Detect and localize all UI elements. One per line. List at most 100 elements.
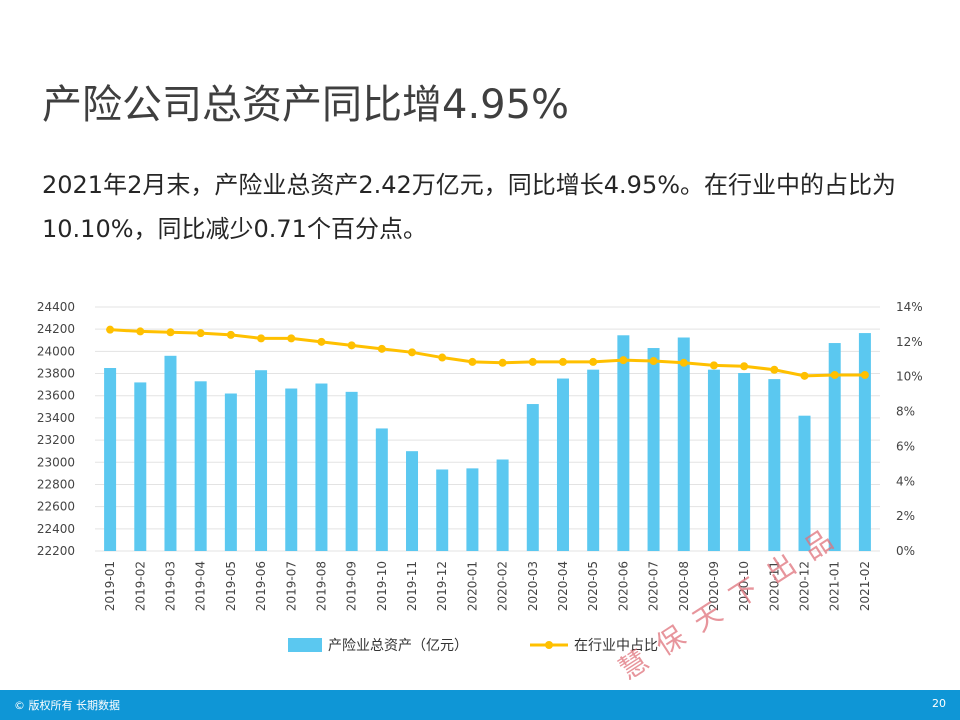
share-point — [106, 325, 115, 334]
right-axis-ticks: 0% 2% 4% 6% 8% 10% 12% 14% — [896, 300, 923, 558]
bar-series — [104, 333, 871, 551]
bar — [828, 343, 841, 551]
legend-bar-swatch — [288, 638, 322, 652]
x-tick-label: 2019-06 — [254, 561, 268, 611]
bar — [164, 355, 177, 551]
bar — [375, 428, 388, 551]
bar — [406, 451, 419, 551]
share-point — [589, 357, 598, 366]
page-number: 20 — [932, 697, 946, 710]
x-tick-label: 2021-01 — [828, 561, 842, 611]
x-tick-label: 2020-09 — [707, 561, 721, 611]
share-point — [619, 356, 628, 365]
left-tick-label: 22200 — [37, 544, 75, 558]
bar — [436, 469, 449, 551]
share-point — [709, 361, 718, 370]
left-tick-label: 22400 — [37, 522, 75, 536]
bar — [768, 379, 781, 551]
legend-line-label: 在行业中占比 — [574, 638, 658, 654]
bar — [677, 337, 690, 551]
bar — [526, 404, 539, 551]
x-tick-label: 2020-06 — [616, 561, 630, 611]
right-tick-label: 8% — [896, 405, 915, 419]
right-tick-label: 14% — [896, 300, 923, 314]
share-point — [408, 348, 417, 357]
bar — [858, 333, 871, 551]
share-point — [317, 337, 326, 346]
share-point — [226, 330, 235, 339]
share-point — [830, 370, 839, 379]
x-tick-label: 2019-05 — [224, 561, 238, 611]
share-point — [377, 344, 386, 353]
left-tick-label: 23400 — [37, 411, 75, 425]
right-tick-label: 12% — [896, 335, 923, 349]
x-tick-label: 2020-02 — [496, 561, 510, 611]
right-tick-label: 4% — [896, 474, 915, 488]
share-point — [196, 329, 205, 338]
right-tick-label: 2% — [896, 509, 915, 523]
x-tick-label: 2021-02 — [858, 561, 872, 611]
x-axis-ticks: 2019-01 2019-02 2019-03 2019-04 2019-05 2019-… — [103, 561, 872, 611]
right-tick-label: 6% — [896, 439, 915, 453]
left-tick-label: 24400 — [37, 300, 75, 314]
share-point — [740, 362, 749, 371]
bar — [104, 368, 117, 551]
x-tick-label: 2019-02 — [133, 561, 147, 611]
share-point — [800, 371, 809, 380]
share-point — [438, 353, 447, 362]
bar — [617, 335, 630, 551]
x-tick-label: 2019-08 — [314, 561, 328, 611]
share-line — [110, 328, 865, 378]
bar — [345, 391, 358, 551]
x-tick-label: 2019-04 — [194, 561, 208, 611]
bar — [285, 388, 298, 551]
x-tick-label: 2019-07 — [284, 561, 298, 611]
left-tick-label: 22600 — [37, 500, 75, 514]
left-tick-label: 23200 — [37, 433, 75, 447]
bar — [556, 378, 569, 551]
summary-paragraph: 2021年2月末，产险业总资产2.42万亿元，同比增长4.95%。在行业中的占比… — [42, 171, 897, 243]
share-point — [770, 365, 779, 374]
x-tick-label: 2020-12 — [798, 561, 812, 611]
left-tick-label: 23800 — [37, 367, 75, 381]
footer-bar: © 版权所有 长期数据 20 — [0, 690, 960, 720]
grid-lines — [95, 306, 880, 552]
page-title: 产险公司总资产同比增4.95% — [42, 82, 570, 128]
left-tick-label: 22800 — [37, 477, 75, 491]
bar — [798, 415, 811, 551]
x-tick-label: 2020-08 — [677, 561, 691, 611]
share-point — [528, 357, 537, 366]
x-tick-label: 2020-01 — [465, 561, 479, 611]
x-tick-label: 2019-11 — [405, 561, 419, 611]
bar — [496, 459, 509, 551]
share-point — [136, 327, 145, 336]
x-tick-label: 2019-01 — [103, 561, 117, 611]
left-tick-label: 23600 — [37, 389, 75, 403]
line-series — [106, 325, 869, 380]
share-point — [558, 357, 567, 366]
x-tick-label: 2019-03 — [163, 561, 177, 611]
x-tick-label: 2020-03 — [526, 561, 540, 611]
share-point — [257, 334, 266, 343]
x-tick-label: 2019-09 — [345, 561, 359, 611]
share-point — [649, 357, 658, 366]
bar — [255, 370, 268, 551]
legend: 产险业总资产（亿元） 在行业中占比 — [288, 638, 658, 654]
left-tick-label: 24200 — [37, 322, 75, 336]
copyright-text: © 版权所有 长期数据 — [14, 699, 120, 712]
x-tick-label: 2020-05 — [586, 561, 600, 611]
right-tick-label: 10% — [896, 370, 923, 384]
bar — [707, 369, 720, 551]
combo-chart: 22200 22400 22600 22800 23000 23200 23400 23600… — [37, 300, 923, 654]
x-tick-label: 2019-12 — [435, 561, 449, 611]
share-point — [860, 370, 869, 379]
bar — [587, 369, 600, 551]
bar — [466, 468, 479, 551]
share-point — [287, 334, 296, 343]
left-axis-ticks: 22200 22400 22600 22800 23000 23200 23400 23600… — [37, 300, 75, 558]
bar — [134, 382, 147, 551]
x-tick-label: 2020-11 — [767, 561, 781, 611]
bar — [194, 381, 207, 551]
bar — [738, 372, 751, 551]
legend-line-marker — [545, 641, 553, 649]
